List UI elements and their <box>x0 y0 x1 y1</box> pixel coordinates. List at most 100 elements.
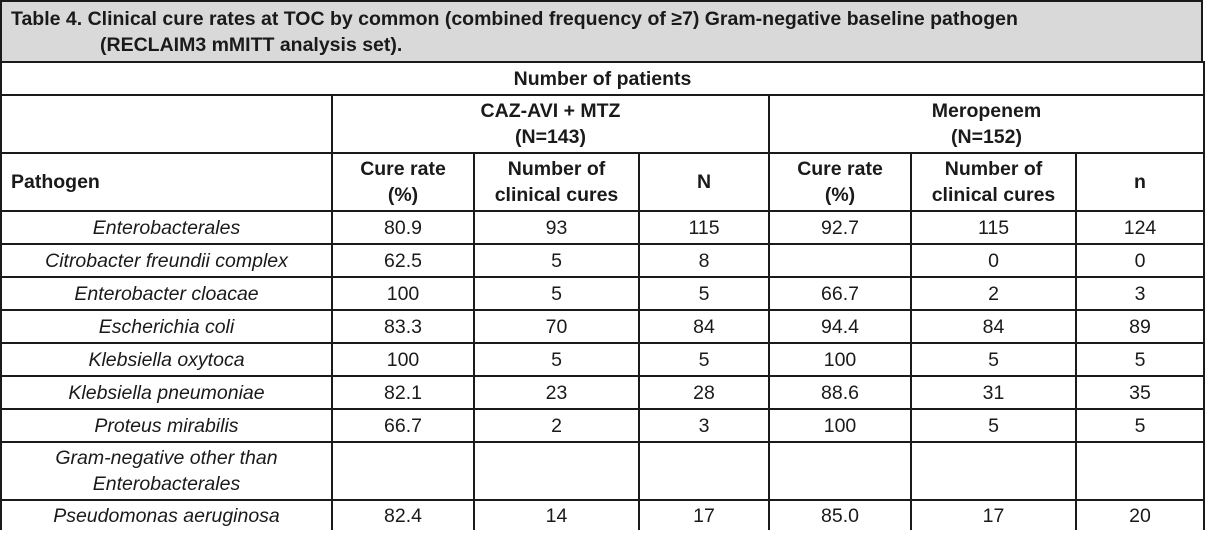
header-text: clinical cures <box>931 184 1056 206</box>
value-cell <box>768 243 912 278</box>
value-cell: 100 <box>331 276 475 311</box>
arm2-n: (N=152) <box>951 126 1022 148</box>
value-cell: 20 <box>1075 499 1205 530</box>
pathogen-line: Enterobacterales <box>92 473 241 495</box>
header-text: Cure rate <box>360 158 446 180</box>
value-cell: 93 <box>473 210 640 245</box>
table-row: Escherichia coli 83.3 70 84 94.4 84 89 <box>0 309 1205 344</box>
arm1-n-header: N <box>638 152 770 212</box>
number-of-patients-header: Number of patients <box>0 61 1205 96</box>
arm2-n-header: n <box>1075 152 1205 212</box>
value-cell: 5 <box>910 408 1077 443</box>
value-cell: 100 <box>768 342 912 377</box>
arm1-header: CAZ-AVI + MTZ (N=143) <box>331 94 770 154</box>
value-cell: 0 <box>910 243 1077 278</box>
header-text: (%) <box>387 184 419 206</box>
pathogen-cell: Klebsiella pneumoniae <box>0 375 333 410</box>
value-cell: 17 <box>910 499 1077 530</box>
pathogen-cell: Citrobacter freundii complex <box>0 243 333 278</box>
pathogen-cell: Escherichia coli <box>0 309 333 344</box>
table-row: Enterobacter cloacae 100 5 5 66.7 2 3 <box>0 276 1205 311</box>
value-cell: 17 <box>638 499 770 530</box>
pathogen-cell: Pseudomonas aeruginosa <box>0 499 333 530</box>
table-row: Klebsiella pneumoniae 82.1 23 28 88.6 31… <box>0 375 1205 410</box>
table-row: Pseudomonas aeruginosa 82.4 14 17 85.0 1… <box>0 499 1205 530</box>
value-cell: 62.5 <box>331 243 475 278</box>
arm2-clinical-cures-header: Number of clinical cures <box>910 152 1077 212</box>
header-text: clinical cures <box>494 184 619 206</box>
table-row: Proteus mirabilis 66.7 2 3 100 5 5 <box>0 408 1205 443</box>
value-cell: 100 <box>331 342 475 377</box>
value-cell <box>638 441 770 501</box>
table-row: Klebsiella oxytoca 100 5 5 100 5 5 <box>0 342 1205 377</box>
header-text: Cure rate <box>797 158 883 180</box>
pathogen-cell: Proteus mirabilis <box>0 408 333 443</box>
value-cell: 80.9 <box>331 210 475 245</box>
value-cell: 5 <box>1075 342 1205 377</box>
arm2-name: Meropenem <box>931 100 1042 122</box>
value-cell <box>768 441 912 501</box>
header-text: (%) <box>824 184 856 206</box>
value-cell <box>910 441 1077 501</box>
caption-line-2: (RECLAIM3 mMITT analysis set). <box>100 34 403 56</box>
value-cell <box>473 441 640 501</box>
value-cell: 0 <box>1075 243 1205 278</box>
pathogen-column-header: Pathogen <box>0 152 333 212</box>
value-cell: 8 <box>638 243 770 278</box>
value-cell: 82.4 <box>331 499 475 530</box>
value-cell: 5 <box>1075 408 1205 443</box>
value-cell: 5 <box>910 342 1077 377</box>
table-row: Gram-negative other than Enterobacterale… <box>0 441 1205 501</box>
table-row: Enterobacterales 80.9 93 115 92.7 115 12… <box>0 210 1205 245</box>
arm1-cure-rate-header: Cure rate (%) <box>331 152 475 212</box>
value-cell: 5 <box>638 276 770 311</box>
pathogen-cell: Enterobacterales <box>0 210 333 245</box>
value-cell: 115 <box>910 210 1077 245</box>
value-cell: 3 <box>638 408 770 443</box>
value-cell <box>331 441 475 501</box>
value-cell: 85.0 <box>768 499 912 530</box>
value-cell: 3 <box>1075 276 1205 311</box>
value-cell: 94.4 <box>768 309 912 344</box>
value-cell: 100 <box>768 408 912 443</box>
arm1-name: CAZ-AVI + MTZ <box>480 100 621 122</box>
table-row: Citrobacter freundii complex 62.5 5 8 0 … <box>0 243 1205 278</box>
caption-line-1: Table 4. Clinical cure rates at TOC by c… <box>11 8 1018 30</box>
value-cell: 83.3 <box>331 309 475 344</box>
value-cell <box>1075 441 1205 501</box>
value-cell: 5 <box>473 276 640 311</box>
header-row-columns: Pathogen Cure rate (%) Number of clinica… <box>0 152 1205 212</box>
header-text: Number of <box>507 158 606 180</box>
arm1-n: (N=143) <box>515 126 586 148</box>
value-cell: 82.1 <box>331 375 475 410</box>
value-cell: 2 <box>910 276 1077 311</box>
value-cell: 66.7 <box>331 408 475 443</box>
value-cell: 31 <box>910 375 1077 410</box>
header-row-arms: CAZ-AVI + MTZ (N=143) Meropenem (N=152) <box>0 94 1205 154</box>
value-cell: 5 <box>473 243 640 278</box>
value-cell: 14 <box>473 499 640 530</box>
arm1-clinical-cures-header: Number of clinical cures <box>473 152 640 212</box>
value-cell: 35 <box>1075 375 1205 410</box>
value-cell: 84 <box>638 309 770 344</box>
pathogen-cell: Klebsiella oxytoca <box>0 342 333 377</box>
value-cell: 115 <box>638 210 770 245</box>
value-cell: 5 <box>473 342 640 377</box>
value-cell: 66.7 <box>768 276 912 311</box>
value-cell: 88.6 <box>768 375 912 410</box>
header-row-number-of-patients: Number of patients <box>0 61 1205 96</box>
pathogen-line: Gram-negative other than <box>55 447 278 469</box>
cure-rates-table: Number of patients CAZ-AVI + MTZ (N=143)… <box>0 61 1205 530</box>
value-cell: 89 <box>1075 309 1205 344</box>
value-cell: 92.7 <box>768 210 912 245</box>
value-cell: 124 <box>1075 210 1205 245</box>
empty-header-cell <box>0 94 333 154</box>
value-cell: 5 <box>638 342 770 377</box>
arm2-cure-rate-header: Cure rate (%) <box>768 152 912 212</box>
value-cell: 28 <box>638 375 770 410</box>
pathogen-cell: Gram-negative other than Enterobacterale… <box>0 441 333 501</box>
table-caption: Table 4. Clinical cure rates at TOC by c… <box>0 0 1203 61</box>
value-cell: 2 <box>473 408 640 443</box>
value-cell: 84 <box>910 309 1077 344</box>
